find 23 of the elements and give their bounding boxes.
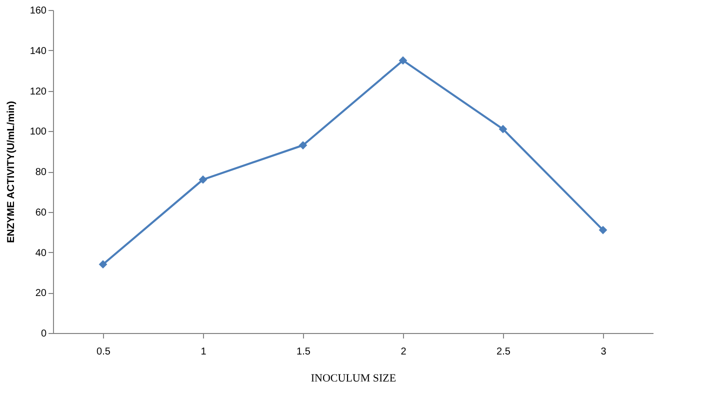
x-tick-label: 1 [200,346,207,358]
y-tick-label: 160 [30,6,47,16]
y-tick-label: 80 [35,167,47,178]
y-tick-label: 40 [35,248,47,259]
x-tick-label: 2.5 [496,346,511,358]
point [98,260,108,269]
x-axis-title: INOCULUM SIZE [310,372,396,384]
point [198,175,208,184]
x-tick-label: 2 [400,346,407,358]
y-tick-label: 100 [30,126,47,138]
x-tick-label: 1.5 [296,346,311,358]
point [598,226,608,234]
y-axis-title: ENZYME ACTIVITY(U/mL/min) [6,101,17,243]
y-tick-label: 140 [30,46,47,57]
x-tick-label: 0.5 [96,346,111,358]
x-tick-label: 3 [600,346,607,358]
y-tick-label: 0 [40,328,47,340]
y-tick-label: 60 [35,207,47,218]
point [298,141,308,150]
point [498,124,508,134]
y-tick-label: 20 [35,288,47,300]
y-tick-label: 120 [30,86,47,98]
point [398,56,408,65]
